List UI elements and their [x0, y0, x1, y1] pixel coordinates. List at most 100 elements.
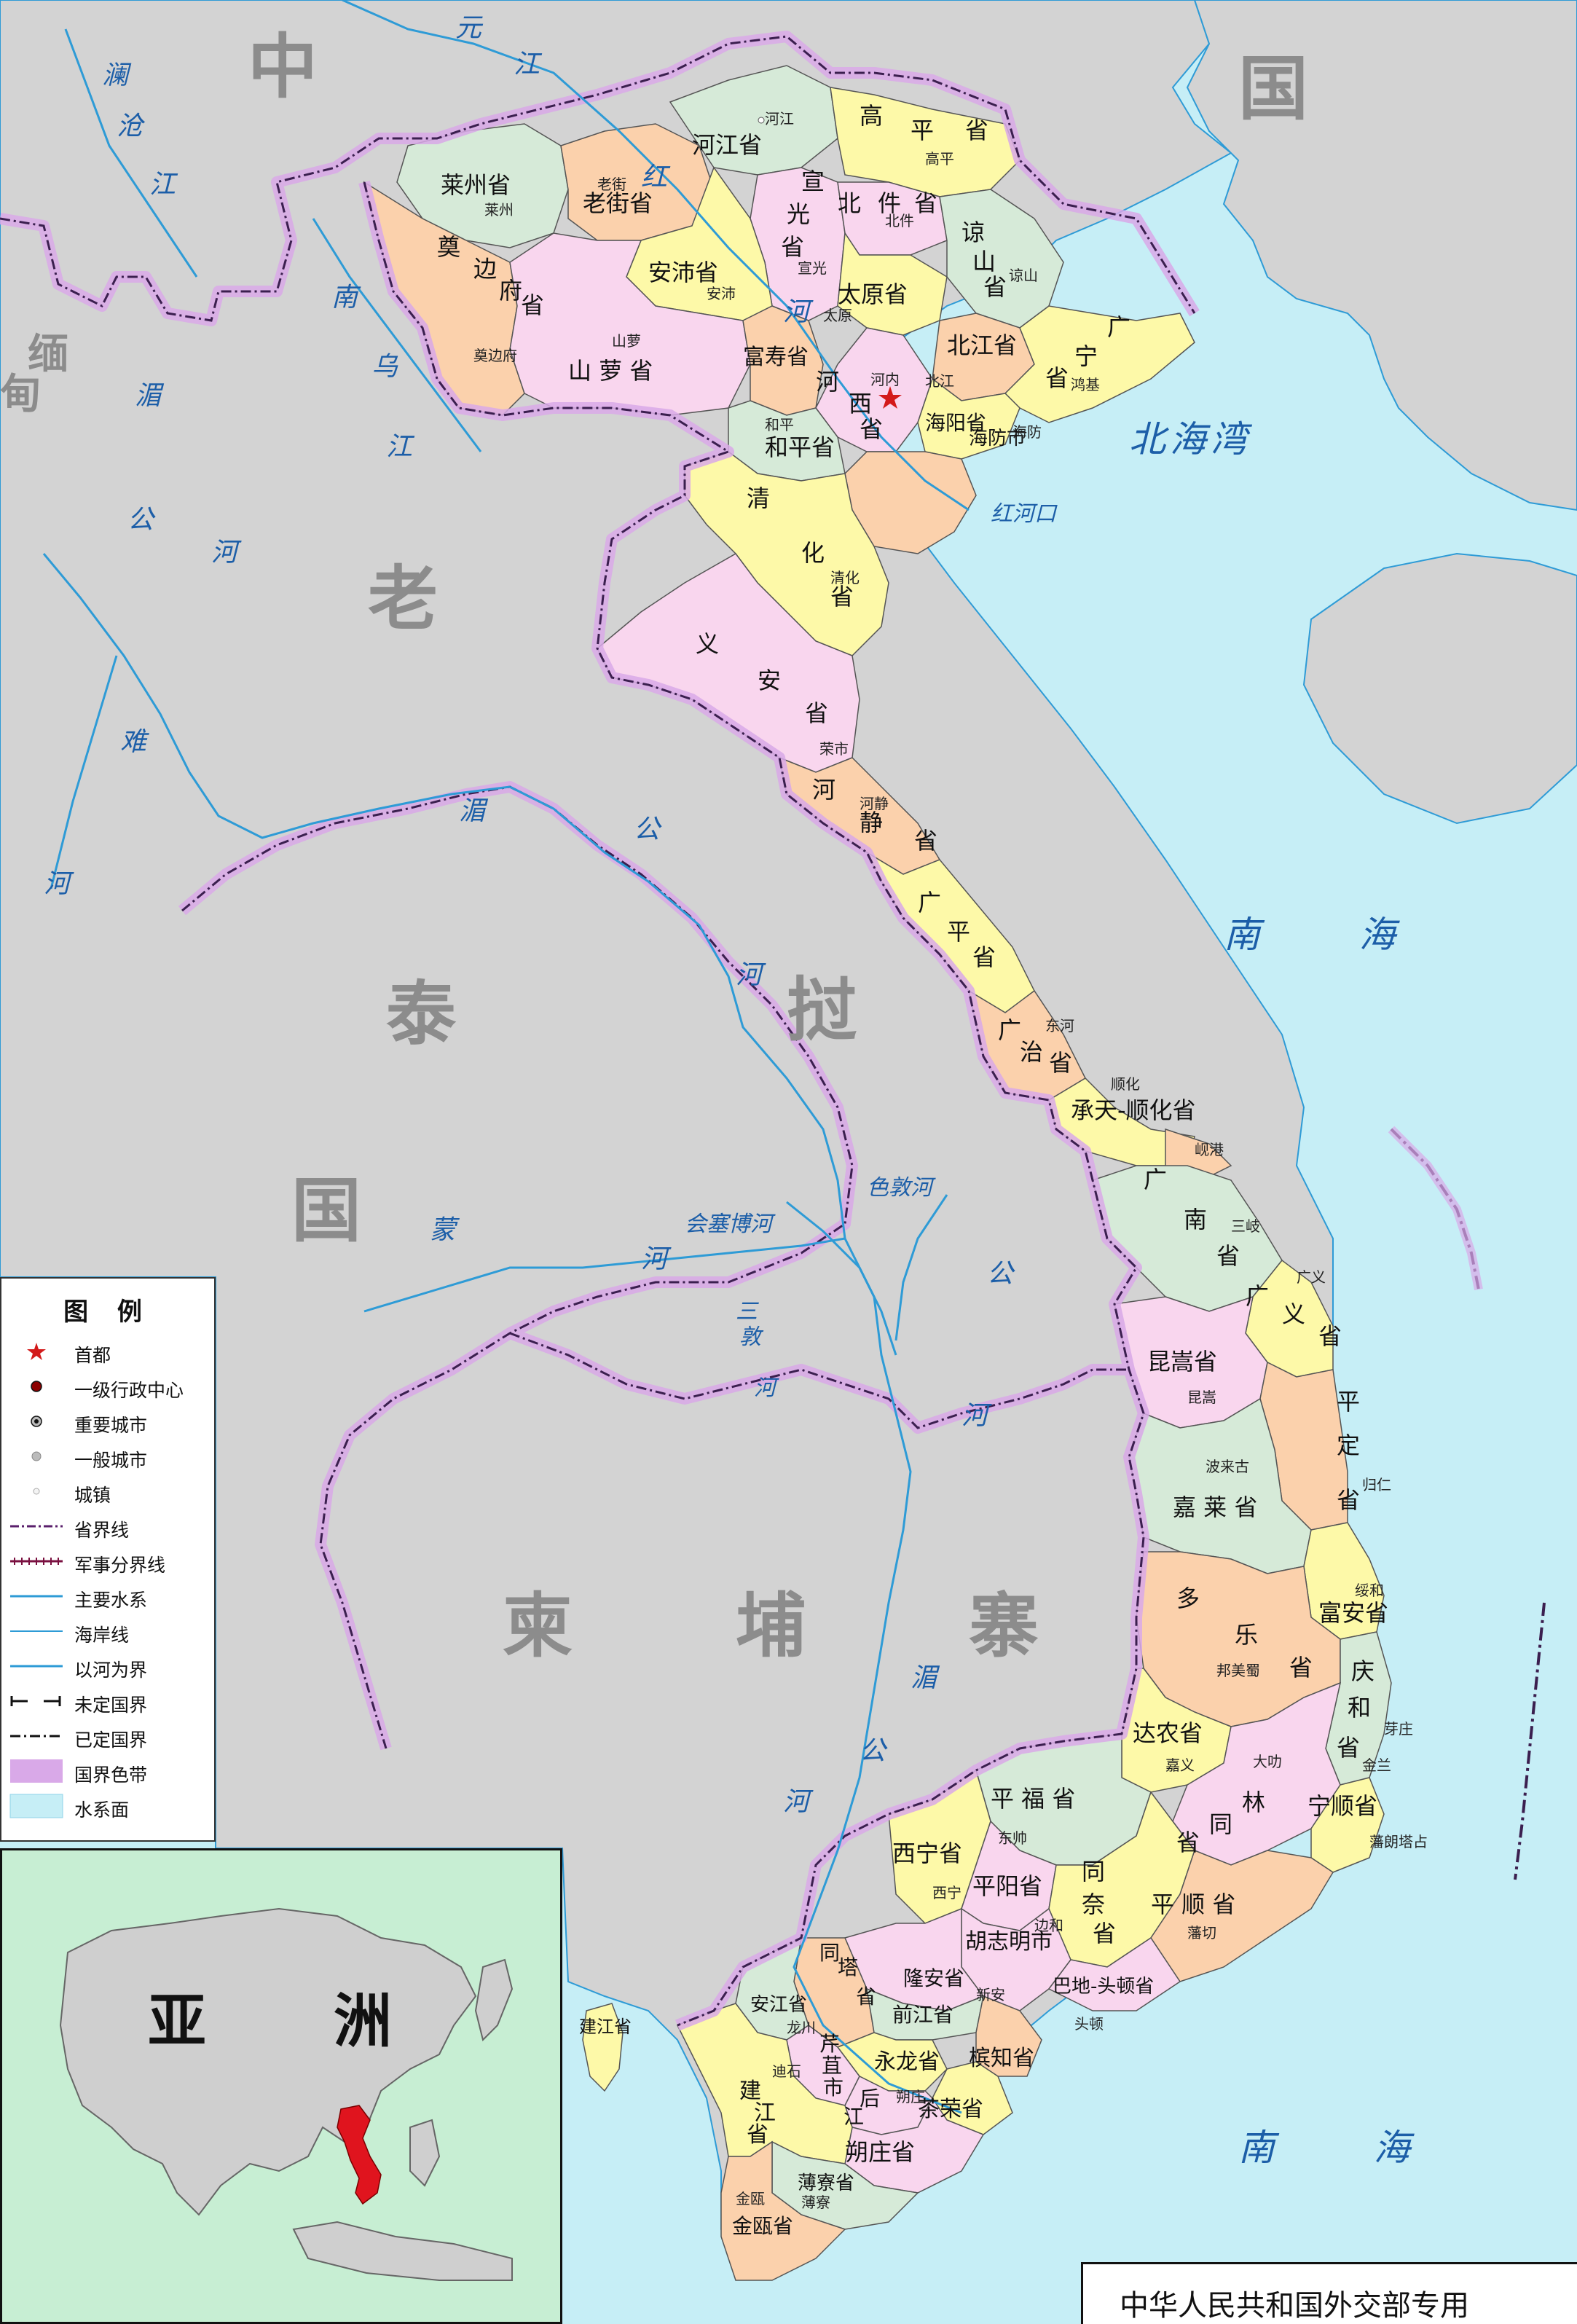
river-label-sanduo-2: 敦	[739, 1324, 764, 1350]
province-label-hau-giang-1: 后	[860, 2087, 880, 2111]
province-label-hoa-binh: 和平省	[765, 433, 835, 461]
legend-row-determined: 已定国界	[1, 1719, 214, 1754]
river-lancang	[64, 28, 198, 278]
river-label-mun-1: 蒙	[430, 1215, 460, 1245]
province-label-quang-binh-3: 省	[972, 943, 996, 971]
country-myanmar-char-1: 缅	[28, 331, 68, 378]
footer-box: 中华人民共和国外交部专用	[1081, 2262, 1577, 2324]
country-thailand-char-2: 国	[291, 1170, 361, 1252]
swatch-band-icon	[10, 1759, 63, 1783]
river-label-mekong-c2: 公	[634, 814, 662, 844]
city-label-lao-cai: 老街	[597, 176, 626, 193]
river-sekong	[786, 1201, 897, 1356]
river-label-yuan-2: 江	[514, 50, 543, 79]
province-label-dien-bien-3: 府	[499, 277, 522, 305]
city-label-kon-tum: 昆嵩	[1187, 1389, 1216, 1406]
country-thailand-char-1: 泰	[386, 973, 457, 1055]
dot-major-icon	[31, 1416, 42, 1427]
vietnam-highlight-shape	[337, 2105, 382, 2205]
legend-label-river: 主要水系	[74, 1590, 148, 1611]
border-line-laos-thai	[181, 785, 854, 1749]
province-label-quang-ninh-2: 宁	[1074, 342, 1098, 370]
province-label-lang-son-1: 谅	[961, 219, 985, 246]
legend-label-determined: 已定国界	[74, 1730, 148, 1751]
city-label-lang-son: 谅山	[1009, 267, 1038, 284]
legend-row-major-city: 重要城市	[1, 1404, 214, 1439]
city-label-dien-bien: 奠边府	[473, 347, 517, 364]
province-label-dien-bien-1: 奠	[437, 233, 460, 261]
footer-text: 中华人民共和国外交部专用	[1120, 2289, 1469, 2323]
river-label-mun-2: 河	[641, 1244, 672, 1274]
province-shape-binh-thuan	[1150, 1850, 1334, 1982]
city-label-cao-bang: 高平	[925, 150, 954, 168]
star-capital-icon	[27, 1343, 46, 1360]
legend-row-military-line: 军事分界线	[1, 1544, 214, 1579]
province-label-kien-giang-3: 省	[747, 2122, 768, 2148]
province-label-dong-thap-2: 塔	[838, 1955, 858, 1979]
province-label-binh-thuan: 平 顺 省	[1151, 1891, 1235, 1918]
province-label-cao-bang-1: 高	[860, 102, 883, 130]
city-label-dong-ha: 东河	[1045, 1017, 1074, 1035]
city-label-buon-ma-thuot: 邦美蜀	[1216, 1662, 1260, 1679]
river-label-mekong-c1: 湄	[459, 796, 489, 826]
province-label-ha-tinh-3: 省	[914, 827, 937, 855]
city-label-bac-lieu: 薄寮	[801, 2194, 830, 2211]
river-label-red-mouth: 红河口	[991, 501, 1058, 527]
province-label-khanh-hoa-2: 和	[1348, 1694, 1371, 1722]
river-label-mekong-d1: 湄	[911, 1663, 940, 1693]
capital-star-icon	[878, 386, 902, 409]
river-label-mekong-s2: 河	[961, 1401, 992, 1431]
province-label-thanh-hoa-3: 省	[830, 583, 854, 611]
river-label-mekong-north-1: 湄	[135, 381, 165, 411]
city-label-ha-giang: 河江	[765, 110, 794, 127]
province-label-ninh-thuan: 宁顺省	[1307, 1792, 1377, 1820]
province-shape-lao-cai	[560, 123, 715, 241]
river-mun	[363, 1237, 846, 1313]
city-label-phan-thiet: 藩切	[1187, 1924, 1216, 1942]
river-mekong-north	[42, 553, 511, 839]
province-label-bac-kan-3: 省	[914, 189, 937, 217]
river-label-red-2: 河	[783, 297, 814, 327]
border-line-cambodia-laos	[509, 1332, 1129, 1429]
province-label-khanh-hoa-1: 庆	[1351, 1657, 1375, 1685]
country-china-char-1: 中	[248, 26, 318, 108]
river-sesan	[894, 1194, 948, 1341]
river-label-nanwu-1: 南	[331, 283, 361, 313]
province-label-bac-kan-1: 北	[838, 189, 861, 217]
province-label-ha-tinh-1: 河	[812, 776, 835, 804]
province-label-nghe-an-2: 安	[758, 667, 781, 694]
country-myanmar-char-2: 甸	[0, 371, 41, 418]
city-label-phan-rang: 藩朗塔占	[1369, 1833, 1428, 1850]
city-label-tan-an: 新安	[976, 1986, 1005, 2003]
city-label-yen-bai: 安沛	[707, 285, 736, 302]
city-label-nha-trang: 芽庄	[1384, 1720, 1413, 1738]
province-label-bac-kan-2: 件	[878, 189, 901, 217]
city-dot-ha-giang	[758, 117, 765, 124]
legend-label-military-line: 军事分界线	[74, 1555, 166, 1576]
river-label-lancang-3: 江	[149, 170, 178, 200]
province-label-long-an: 隆安省	[903, 1966, 964, 1990]
city-label-vinh: 荣市	[819, 740, 849, 758]
legend-row-undetermined: 未定国界	[1, 1684, 214, 1719]
province-label-ha-noi-3: 省	[860, 415, 883, 443]
province-label-quang-nam-2: 南	[1184, 1206, 1207, 1233]
line-province-icon	[10, 1525, 63, 1528]
dot-town-icon	[33, 1488, 40, 1495]
border-lines	[0, 35, 1196, 2027]
river-nanwu	[312, 218, 482, 452]
city-label-hue: 顺化	[1111, 1075, 1140, 1093]
line-riverborder-icon	[10, 1665, 63, 1668]
city-label-thanh-hoa: 清化	[830, 569, 860, 586]
swatch-water-icon	[9, 1794, 63, 1818]
province-label-an-giang: 安江省	[750, 1994, 807, 2016]
city-label-bien-hoa: 边和	[1034, 1917, 1063, 1934]
province-label-lai-chau: 莱州省	[441, 171, 511, 199]
province-label-phu-yen: 富安省	[1318, 1599, 1388, 1627]
province-label-nghe-an-3: 省	[805, 699, 828, 727]
east-coast-land	[1186, 0, 1577, 511]
legend-row-capital: 首都	[1, 1334, 214, 1369]
province-label-quang-ngai-3: 省	[1318, 1322, 1342, 1350]
city-label-tay-ninh: 西宁	[932, 1884, 961, 1901]
province-label-hue: 承天-顺化省	[1071, 1096, 1196, 1124]
asia-locator-inset: 亚 洲	[0, 1848, 562, 2324]
